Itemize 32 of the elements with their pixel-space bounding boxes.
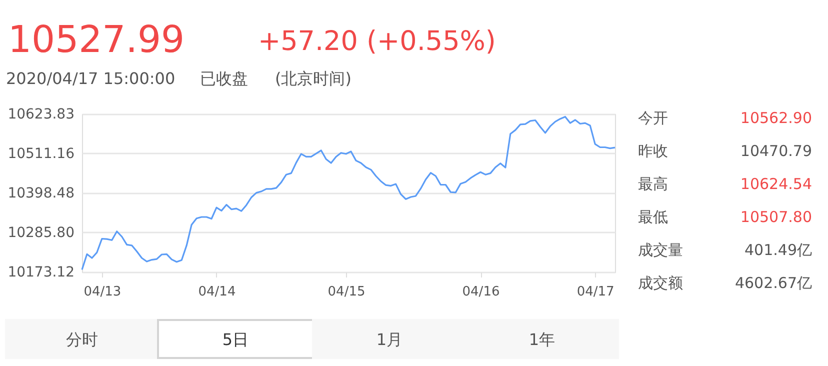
x-tick-label: 04/13 [84, 284, 122, 300]
text: 成交量 [638, 241, 683, 259]
text: 成交额 [638, 274, 683, 292]
text: 今开 [638, 109, 668, 127]
text: 最高 [638, 175, 668, 193]
x-tick-label: 04/17 [576, 284, 614, 300]
text: (北京时间) [275, 69, 352, 88]
text: 昨收 [638, 142, 668, 160]
text: 已收盘 [200, 69, 248, 88]
x-tick-label: 04/15 [328, 284, 366, 300]
text: 10562.90 [740, 109, 812, 127]
text: 10624.54 [740, 175, 812, 193]
y-tick-label: 10398.48 [8, 186, 74, 202]
y-tick-label: 10511.16 [8, 146, 75, 162]
text: 10507.80 [740, 208, 812, 226]
chart-subtitle: +57.20 (+0.55%) [258, 26, 496, 57]
text: 5日 [222, 330, 249, 349]
text: 4602.67亿 [734, 274, 812, 292]
x-tick-label: 04/16 [462, 284, 500, 300]
text: 2020/04/17 15:00:00 [6, 69, 176, 88]
text: 最低 [638, 208, 668, 226]
x-tick-label: 04/14 [198, 284, 236, 300]
text: 10470.79 [740, 142, 812, 160]
chart-title: 10527.99 [8, 18, 185, 61]
y-tick-label: 10173.12 [8, 264, 74, 280]
text: 分时 [66, 330, 98, 349]
y-tick-label: 10285.80 [8, 225, 74, 241]
text: 401.49亿 [744, 241, 812, 259]
line-series [81, 116, 616, 270]
text: 1年 [528, 330, 556, 349]
text: 1月 [376, 330, 403, 349]
y-tick-label: 10623.83 [8, 106, 74, 122]
